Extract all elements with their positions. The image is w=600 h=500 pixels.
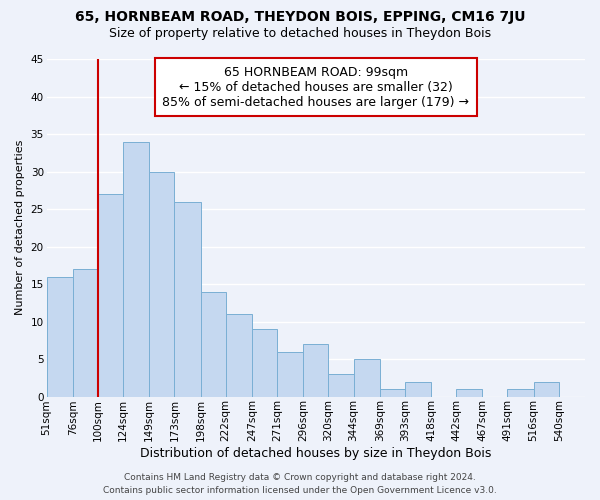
Bar: [380, 389, 405, 396]
Text: 65, HORNBEAM ROAD, THEYDON BOIS, EPPING, CM16 7JU: 65, HORNBEAM ROAD, THEYDON BOIS, EPPING,…: [75, 10, 525, 24]
Bar: [353, 359, 380, 397]
Bar: [73, 269, 98, 396]
Text: Contains HM Land Registry data © Crown copyright and database right 2024.
Contai: Contains HM Land Registry data © Crown c…: [103, 474, 497, 495]
Bar: [303, 344, 328, 397]
X-axis label: Distribution of detached houses by size in Theydon Bois: Distribution of detached houses by size …: [140, 447, 491, 460]
Bar: [405, 382, 431, 396]
Bar: [123, 142, 149, 396]
Text: 65 HORNBEAM ROAD: 99sqm
← 15% of detached houses are smaller (32)
85% of semi-de: 65 HORNBEAM ROAD: 99sqm ← 15% of detache…: [162, 66, 469, 109]
Bar: [328, 374, 353, 396]
Bar: [175, 202, 200, 396]
Bar: [47, 276, 73, 396]
Bar: [200, 292, 226, 397]
Text: Size of property relative to detached houses in Theydon Bois: Size of property relative to detached ho…: [109, 28, 491, 40]
Bar: [533, 382, 559, 396]
Bar: [456, 389, 482, 396]
Bar: [149, 172, 175, 396]
Y-axis label: Number of detached properties: Number of detached properties: [15, 140, 25, 316]
Bar: [226, 314, 252, 396]
Bar: [277, 352, 303, 397]
Bar: [252, 329, 277, 396]
Bar: [98, 194, 123, 396]
Bar: [508, 389, 533, 396]
